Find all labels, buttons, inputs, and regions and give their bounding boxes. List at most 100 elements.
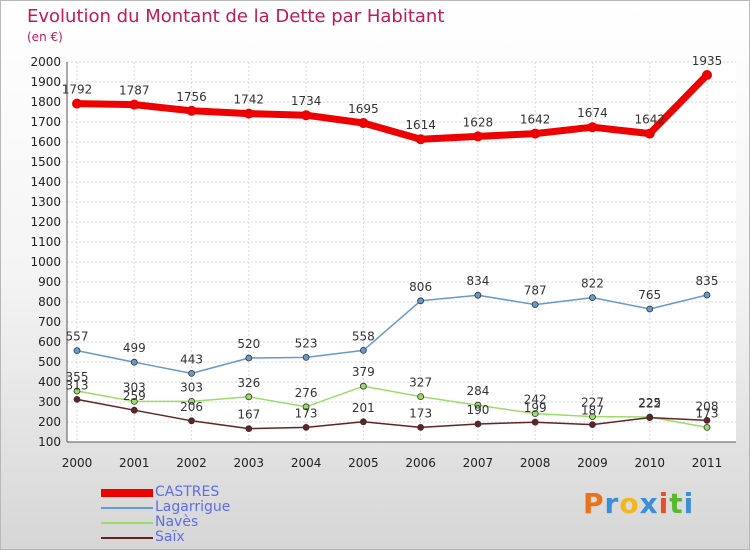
x-tick-label: 2011	[692, 456, 723, 470]
data-point	[188, 397, 195, 405]
series-line-2	[76, 385, 708, 429]
data-point	[589, 413, 596, 421]
data-label: 499	[123, 341, 146, 355]
data-label: 1756	[176, 90, 207, 104]
data-label: 1935	[692, 54, 723, 68]
data-point	[587, 122, 598, 133]
data-label: 1674	[577, 106, 608, 120]
data-label: 313	[66, 378, 89, 392]
data-label: 1642	[634, 113, 665, 127]
chart-subtitle: (en €)	[27, 30, 63, 44]
data-label: 835	[696, 274, 719, 288]
data-label: 201	[352, 401, 375, 415]
logo-letter: x	[639, 487, 659, 520]
data-label: 227	[581, 396, 604, 410]
data-label: 284	[466, 384, 489, 398]
data-label: 199	[524, 401, 547, 415]
data-point	[531, 301, 539, 309]
y-tick-label: 600	[38, 335, 61, 349]
logo-letter: o	[619, 487, 640, 520]
chart-legend: CASTRES Lagarrigue Navès Saïx	[101, 485, 230, 545]
data-point	[646, 414, 654, 422]
data-label: 327	[409, 376, 432, 390]
x-tick-label: 2009	[577, 456, 608, 470]
data-point	[474, 420, 482, 428]
y-tick-label: 200	[38, 415, 61, 429]
data-label: 1734	[291, 94, 322, 108]
legend-label: CASTRES	[155, 484, 220, 500]
data-label: 834	[466, 274, 489, 288]
data-point	[301, 110, 312, 121]
y-tick-label: 900	[38, 275, 61, 289]
data-label: 206	[180, 400, 203, 414]
data-point	[531, 418, 539, 426]
legend-label: Navès	[155, 514, 199, 530]
data-label: 303	[123, 380, 146, 394]
data-point	[72, 98, 82, 109]
x-tick-label: 2007	[463, 456, 494, 470]
data-point	[359, 382, 367, 390]
x-tick-label: 2003	[234, 456, 265, 470]
legend-label: Saïx	[155, 529, 185, 545]
y-tick-label: 500	[38, 355, 61, 369]
data-label: 173	[696, 406, 719, 420]
data-point	[243, 108, 254, 119]
y-tick-label: 1300	[30, 195, 61, 209]
data-point	[703, 291, 711, 299]
x-tick-label: 2010	[634, 456, 665, 470]
data-label: 303	[180, 380, 203, 394]
logo-letter: i	[658, 487, 670, 520]
data-label: 765	[638, 288, 661, 302]
data-label: 173	[409, 406, 432, 420]
data-label: 222	[638, 397, 661, 411]
y-tick-label: 1900	[30, 75, 61, 89]
x-tick-label: 2001	[119, 456, 150, 470]
data-label: 379	[352, 365, 375, 379]
legend-item: CASTRES	[101, 485, 230, 500]
data-point	[302, 403, 310, 411]
data-point	[186, 105, 197, 116]
data-point	[417, 393, 425, 401]
data-point	[302, 423, 310, 431]
data-point	[474, 291, 482, 299]
y-tick-label: 1400	[30, 175, 61, 189]
data-point	[359, 346, 367, 354]
y-tick-label: 1700	[30, 115, 61, 129]
data-point	[130, 397, 138, 405]
data-point	[415, 134, 426, 145]
data-label: 276	[295, 386, 318, 400]
series-line-0	[73, 71, 711, 143]
data-point	[359, 418, 367, 426]
chart-title: Evolution du Montant de la Dette par Hab…	[27, 6, 445, 27]
data-label: 822	[581, 277, 604, 291]
data-point	[530, 128, 541, 139]
data-label: 557	[66, 330, 89, 344]
data-point	[129, 99, 140, 110]
data-point	[73, 387, 81, 395]
logo-letter: r	[604, 487, 620, 520]
data-point	[531, 410, 539, 418]
y-tick-label: 1800	[30, 95, 61, 109]
data-label: 173	[295, 406, 318, 420]
y-tick-label: 400	[38, 375, 61, 389]
data-label: 806	[409, 280, 432, 294]
data-label: 225	[638, 396, 661, 410]
data-label: 1742	[234, 93, 265, 107]
data-point	[644, 128, 655, 139]
data-label: 1792	[62, 83, 93, 97]
data-point	[130, 406, 138, 414]
data-point	[702, 70, 712, 80]
legend-label: Lagarrigue	[155, 499, 231, 515]
data-point	[245, 425, 253, 433]
proxiti-logo: Proxiti	[583, 487, 694, 520]
legend-item: Lagarrigue	[101, 500, 230, 515]
data-point	[302, 353, 310, 361]
plot-area	[67, 62, 736, 442]
data-point	[245, 393, 253, 401]
data-label: 187	[581, 404, 604, 418]
data-label: 1642	[520, 113, 551, 127]
legend-swatch	[101, 506, 153, 509]
series-line-1	[76, 294, 708, 375]
y-tick-label: 1100	[30, 235, 61, 249]
